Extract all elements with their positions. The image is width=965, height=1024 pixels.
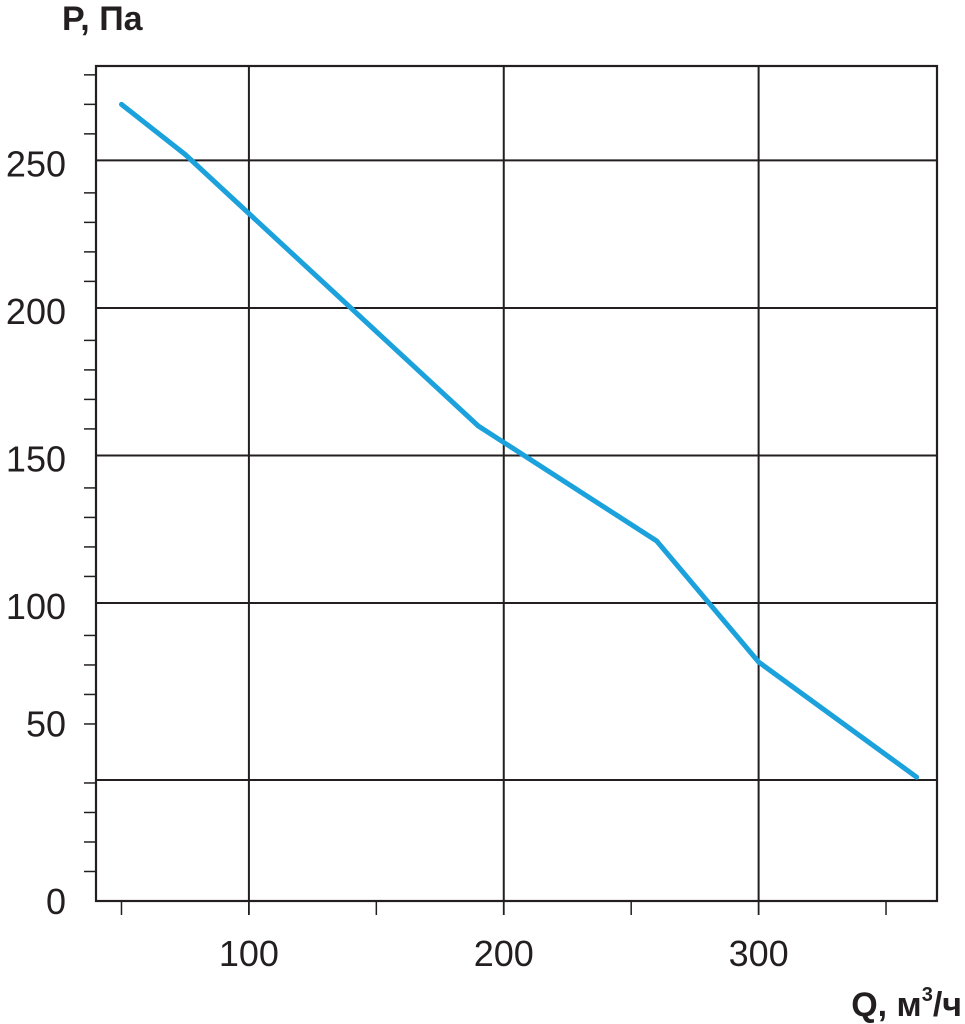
y-tick-label-200: 200 (6, 291, 66, 332)
minor-ticks (84, 74, 887, 915)
y-tick-label-0: 0 (46, 881, 66, 922)
x-axis-title: Q, м3/ч (851, 984, 962, 1024)
x-tick-labels: 100 200 300 (219, 933, 789, 974)
y-axis-title: P, Па (62, 0, 144, 38)
x-tick-label-300: 300 (729, 933, 789, 974)
plot-frame (94, 64, 939, 903)
y-tick-label-50: 50 (26, 703, 66, 744)
x-axis-title-superscript: 3 (922, 984, 933, 1006)
x-axis-title-tail: /ч (933, 986, 962, 1024)
series-line-0 (119, 101, 920, 780)
x-axis-title-main: Q, м (851, 986, 922, 1024)
series-layer (119, 101, 920, 780)
x-tick-label-200: 200 (474, 933, 534, 974)
y-tick-label-150: 150 (6, 438, 66, 479)
y-tick-label-250: 250 (6, 143, 66, 184)
x-tick-label-100: 100 (219, 933, 279, 974)
y-tick-labels: 0 50 100 150 200 250 (6, 143, 66, 922)
y-tick-label-100: 100 (6, 586, 66, 627)
grid (96, 66, 937, 901)
